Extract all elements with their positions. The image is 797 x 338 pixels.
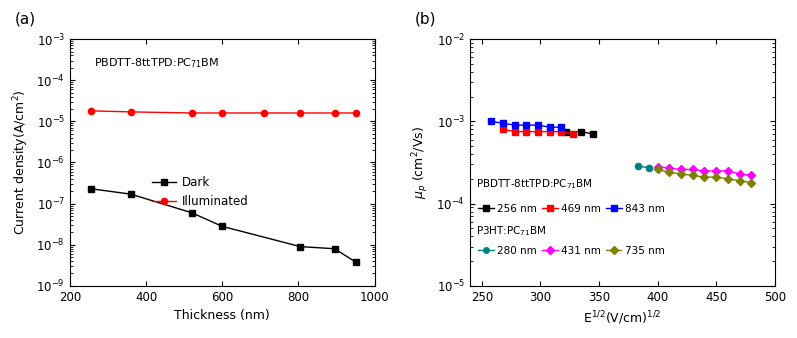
431 nm (735, 172, 744, 176)
Illuminated (296, 111, 305, 115)
735 nm (747, 180, 756, 185)
Illuminated (126, 110, 135, 114)
X-axis label: E$^{1/2}$(V/cm)$^{1/2}$: E$^{1/2}$(V/cm)$^{1/2}$ (583, 309, 662, 327)
735 nm (688, 173, 697, 177)
735 nm (712, 175, 721, 179)
431 nm (700, 169, 709, 173)
Illuminated (86, 109, 96, 113)
X-axis label: Thickness (nm): Thickness (nm) (175, 309, 270, 322)
Legend: Dark, Illuminated: Dark, Illuminated (152, 176, 248, 208)
Text: (a): (a) (15, 12, 36, 27)
431 nm (747, 173, 756, 177)
431 nm (653, 165, 662, 169)
735 nm (700, 175, 709, 179)
256 nm (588, 132, 598, 136)
469 nm (533, 129, 543, 134)
Line: Illuminated: Illuminated (88, 108, 359, 116)
735 nm (665, 170, 674, 174)
Dark (296, 245, 305, 249)
469 nm (498, 127, 508, 131)
Text: P3HT:PC$_{71}$BM: P3HT:PC$_{71}$BM (476, 224, 547, 238)
Line: Dark: Dark (88, 186, 359, 265)
Dark (218, 224, 227, 228)
Illuminated (218, 111, 227, 115)
843 nm (498, 121, 508, 125)
280 nm (633, 164, 642, 168)
843 nm (486, 119, 496, 123)
735 nm (653, 167, 662, 171)
843 nm (521, 123, 531, 127)
Text: PBDTT-8ttTPD:PC$_{71}$BM: PBDTT-8ttTPD:PC$_{71}$BM (94, 56, 219, 70)
Dark (330, 247, 340, 251)
735 nm (723, 177, 732, 181)
469 nm (545, 129, 555, 134)
431 nm (665, 166, 674, 170)
Illuminated (330, 111, 340, 115)
469 nm (568, 132, 578, 136)
Y-axis label: Current density(A/cm$^{2}$): Current density(A/cm$^{2}$) (11, 90, 31, 235)
843 nm (510, 123, 520, 127)
843 nm (545, 125, 555, 129)
Legend: 280 nm, 431 nm, 735 nm: 280 nm, 431 nm, 735 nm (478, 246, 665, 256)
Line: 843 nm: 843 nm (488, 118, 564, 130)
Illuminated (259, 111, 269, 115)
Line: 280 nm: 280 nm (634, 163, 653, 171)
735 nm (735, 179, 744, 183)
469 nm (510, 129, 520, 134)
469 nm (521, 129, 531, 134)
Text: (b): (b) (415, 12, 437, 27)
843 nm (556, 125, 566, 129)
Illuminated (351, 111, 360, 115)
Dark (126, 192, 135, 196)
Y-axis label: $\mu_{p}$ (cm$^{2}$/Vs): $\mu_{p}$ (cm$^{2}$/Vs) (410, 126, 431, 199)
Text: PBDTT-8ttTPD:PC$_{71}$BM: PBDTT-8ttTPD:PC$_{71}$BM (476, 177, 593, 191)
256 nm (576, 129, 586, 134)
Line: 256 nm: 256 nm (563, 128, 596, 137)
469 nm (556, 129, 566, 134)
Line: 469 nm: 469 nm (500, 126, 576, 137)
Dark (351, 260, 360, 264)
Dark (86, 187, 96, 191)
431 nm (688, 167, 697, 171)
735 nm (677, 172, 686, 176)
843 nm (533, 123, 543, 127)
Line: 431 nm: 431 nm (654, 164, 755, 178)
Line: 735 nm: 735 nm (654, 166, 755, 186)
431 nm (712, 169, 721, 173)
431 nm (723, 169, 732, 173)
431 nm (677, 167, 686, 171)
Illuminated (187, 111, 197, 115)
Dark (187, 211, 197, 215)
256 nm (561, 129, 571, 134)
280 nm (645, 166, 654, 170)
